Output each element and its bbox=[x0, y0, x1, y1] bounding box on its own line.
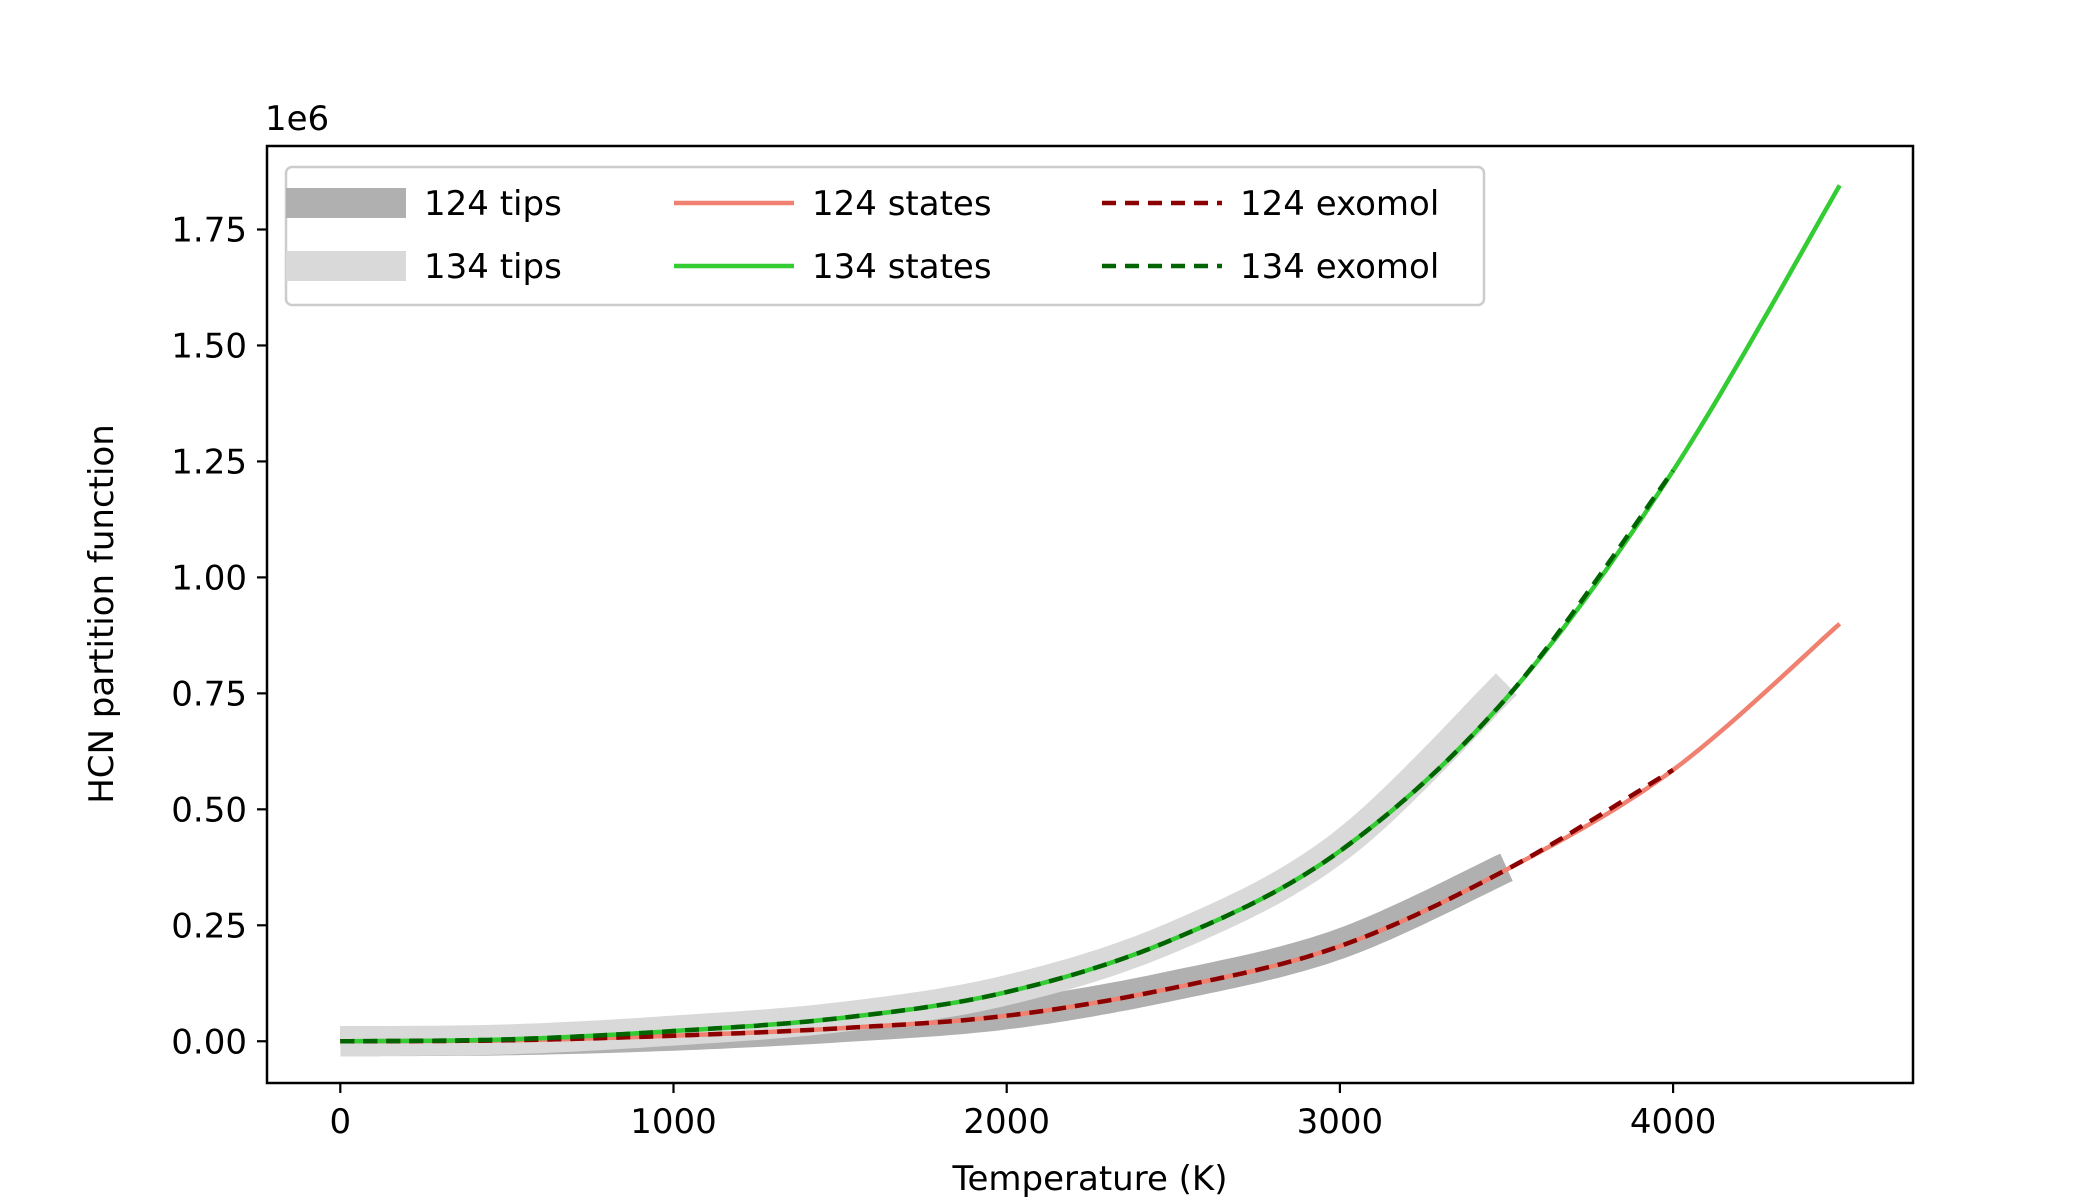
series-line-134-tips bbox=[329, 673, 1517, 1057]
y-axis-ticks: 0.00 0.25 0.50 0.75 1.00 1.25 1.50 1.75 bbox=[171, 210, 267, 1062]
y-tick-label: 1.25 bbox=[171, 442, 247, 482]
y-tick-label: 1.00 bbox=[171, 558, 247, 598]
x-tick-label: 2000 bbox=[963, 1102, 1050, 1142]
legend: 124 tips 134 tips 124 states 134 states 124 … bbox=[284, 165, 1486, 307]
x-axis-label: Temperature (K) bbox=[951, 1159, 1227, 1199]
series-line-124-states bbox=[340, 622, 1842, 1044]
y-tick-label: 0.00 bbox=[171, 1022, 247, 1062]
x-tick-label: 4000 bbox=[1630, 1102, 1717, 1142]
x-axis-ticks: 0 1000 2000 3000 4000 bbox=[329, 1083, 1716, 1142]
legend-label: 124 states bbox=[812, 184, 992, 224]
y-offset-text: 1e6 bbox=[265, 99, 329, 139]
legend-label: 134 states bbox=[812, 247, 992, 287]
x-tick-label: 3000 bbox=[1297, 1102, 1384, 1142]
series-line-134-exomol bbox=[340, 469, 1675, 1044]
y-tick-label: 0.50 bbox=[171, 790, 247, 830]
plot-frame bbox=[265, 144, 1915, 1085]
y-tick-label: 0.75 bbox=[171, 674, 247, 714]
x-tick-label: 1000 bbox=[630, 1102, 717, 1142]
x-tick-label: 0 bbox=[329, 1102, 351, 1142]
legend-label: 134 tips bbox=[424, 247, 562, 287]
series-line-124-exomol bbox=[340, 767, 1675, 1044]
legend-label: 124 tips bbox=[424, 184, 562, 224]
y-axis-label: HCN partition function bbox=[82, 424, 122, 804]
y-tick-label: 0.25 bbox=[171, 906, 247, 946]
series-line-134-states bbox=[340, 184, 1842, 1044]
y-tick-label: 1.50 bbox=[171, 326, 247, 366]
legend-label: 134 exomol bbox=[1240, 247, 1439, 287]
y-tick-label: 1.75 bbox=[171, 210, 247, 250]
series-layer bbox=[329, 184, 1842, 1057]
legend-label: 124 exomol bbox=[1240, 184, 1439, 224]
